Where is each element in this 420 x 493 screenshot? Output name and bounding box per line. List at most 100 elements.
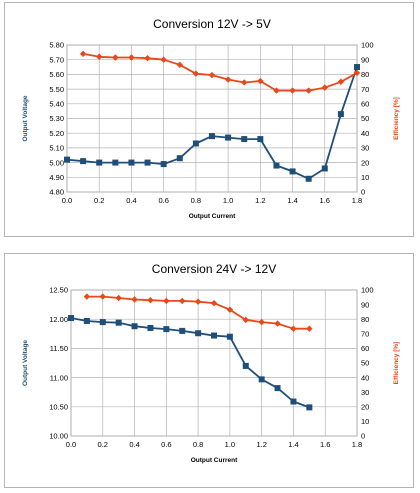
voltage-point xyxy=(112,159,119,166)
x-tick-label: 0.8 xyxy=(193,440,203,449)
efficiency-point xyxy=(274,320,281,327)
chart-svg-top: 5.80 5.70 5.60 5.50 5.40 5.30 5.20 5.10 5.00 4.90… xyxy=(22,17,400,220)
voltage-point xyxy=(290,398,297,405)
y-tick-label-left: 4.80 xyxy=(49,188,64,197)
voltage-series-line xyxy=(66,66,358,180)
plot-area-frame xyxy=(70,289,358,437)
y-tick-label-right: 90 xyxy=(361,55,369,64)
voltage-point xyxy=(306,404,313,411)
x-axis-label: Output Current xyxy=(191,457,238,464)
x-tick-label: 0.4 xyxy=(129,440,139,449)
y-tick-label-right: 30 xyxy=(361,388,369,397)
voltage-point xyxy=(68,315,74,322)
y-tick-label-left: 11.00 xyxy=(50,373,68,382)
efficiency-point xyxy=(147,297,154,304)
efficiency-point xyxy=(242,316,249,324)
y-tick-label-left: 4.90 xyxy=(49,173,64,182)
voltage-point xyxy=(83,317,90,324)
efficiency-series-line xyxy=(82,52,358,92)
voltage-point xyxy=(273,162,280,169)
y-tick-label-left: 5.30 xyxy=(49,114,64,123)
efficiency-point xyxy=(131,296,138,303)
chart-panel-top: 5.80 5.70 5.60 5.50 5.40 5.30 5.20 5.10 5.00 4.90… xyxy=(4,2,414,237)
efficiency-point xyxy=(96,53,103,60)
x-tick-label: 0.8 xyxy=(191,196,201,205)
efficiency-point xyxy=(289,87,296,94)
voltage-series-line xyxy=(70,317,310,409)
y-tick-label-right: 70 xyxy=(361,85,369,94)
y-tick-label-right: 100 xyxy=(361,286,374,295)
voltage-point xyxy=(115,319,122,326)
voltage-point xyxy=(209,133,215,140)
x-tick-label: 1.2 xyxy=(256,440,266,449)
chart-title: Conversion 24V -> 12V xyxy=(152,262,276,276)
efficiency-point xyxy=(305,87,312,94)
efficiency-point xyxy=(306,325,313,332)
efficiency-point xyxy=(273,87,280,94)
y-tick-label-right: 10 xyxy=(361,417,369,426)
x-tick-label: 1.6 xyxy=(320,440,330,449)
y-tick-label-left: 12.00 xyxy=(49,315,68,324)
y-tick-label-right: 30 xyxy=(361,144,369,153)
x-tick-label: 0.2 xyxy=(98,440,108,449)
y-tick-label-right: 20 xyxy=(361,403,369,412)
voltage-point xyxy=(64,156,70,163)
x-tick-label: 1.2 xyxy=(255,196,265,205)
efficiency-point xyxy=(160,56,167,63)
y-tick-label-left: 5.50 xyxy=(49,85,64,94)
y-tick-label-right: 10 xyxy=(361,173,369,182)
efficiency-point xyxy=(224,76,232,83)
voltage-point xyxy=(241,136,248,143)
efficiency-point xyxy=(353,69,361,77)
voltage-point xyxy=(226,333,233,340)
x-tick-label: 0.4 xyxy=(126,196,136,205)
x-tick-label: 1.8 xyxy=(352,196,362,205)
efficiency-point xyxy=(208,71,216,79)
x-tick-label: 1.0 xyxy=(225,440,235,449)
voltage-point xyxy=(96,159,103,166)
efficiency-point xyxy=(99,293,106,300)
voltage-point xyxy=(179,327,186,334)
efficiency-point xyxy=(241,79,248,86)
x-tick-label: 0.6 xyxy=(158,196,168,205)
y-tick-label-left: 11.50 xyxy=(50,344,68,353)
y-tick-label-left: 12.50 xyxy=(49,286,68,295)
y-tick-label-right: 60 xyxy=(361,100,369,109)
efficiency-point xyxy=(163,297,170,305)
x-tick-label: 1.8 xyxy=(352,440,362,449)
efficiency-point xyxy=(321,84,328,91)
voltage-point xyxy=(321,165,328,172)
efficiency-point xyxy=(337,78,345,85)
y-tick-label-left: 5.80 xyxy=(49,41,64,50)
efficiency-point xyxy=(226,306,234,313)
voltage-point xyxy=(128,159,135,166)
efficiency-point xyxy=(192,70,200,77)
y-tick-label-right: 20 xyxy=(361,158,369,167)
y-tick-label-right: 0 xyxy=(361,432,365,441)
x-tick-label: 1.4 xyxy=(288,440,298,449)
y-tick-label-right: 80 xyxy=(361,70,369,79)
voltage-point xyxy=(131,323,138,330)
y-tick-label-right: 0 xyxy=(361,188,365,197)
efficiency-point xyxy=(112,54,119,61)
x-tick-label: 1.0 xyxy=(223,196,233,205)
voltage-point xyxy=(225,134,232,141)
voltage-point xyxy=(305,175,312,182)
x-tick-label: 1.4 xyxy=(287,196,297,205)
efficiency-point xyxy=(144,55,151,62)
chart-panel-bottom: 12.50 12.00 11.50 11.00 10.50 10.00 100 90 80 70 6… xyxy=(4,253,414,488)
y-tick-label-left: 5.70 xyxy=(49,55,64,64)
y-tick-label-right: 50 xyxy=(361,114,369,123)
y-tick-label-right: 80 xyxy=(361,315,369,324)
y-tick-label-left: 5.60 xyxy=(49,70,64,79)
y-axis-label-right: Efficiency [%] xyxy=(393,97,400,140)
y-axis-label-left: Output Voltage xyxy=(22,95,29,141)
voltage-point xyxy=(163,326,170,333)
y-tick-label-left: 5.10 xyxy=(49,144,64,153)
y-tick-label-right: 40 xyxy=(361,129,369,138)
voltage-point xyxy=(80,158,87,165)
efficiency-point xyxy=(194,298,202,305)
y-axis-label-right: Efficiency [%] xyxy=(393,342,400,385)
y-tick-label-right: 60 xyxy=(361,344,369,353)
y-tick-label-left: 10.50 xyxy=(49,403,68,412)
